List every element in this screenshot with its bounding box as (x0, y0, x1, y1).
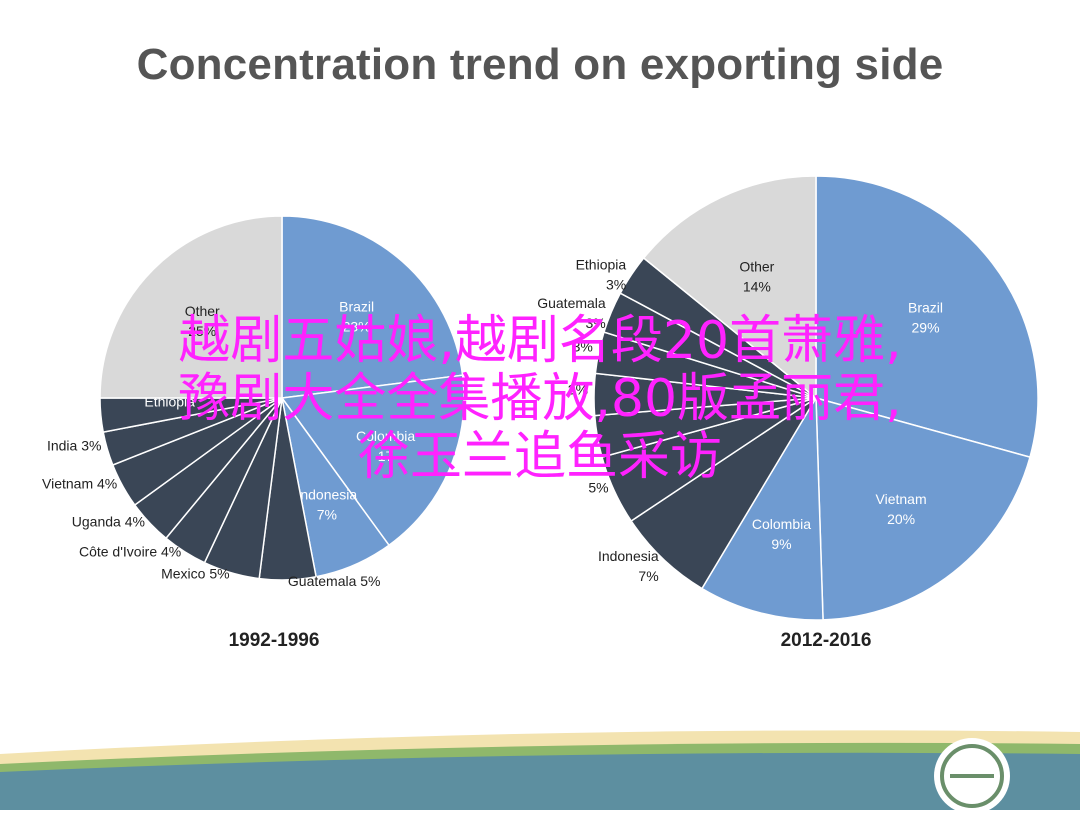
slice-vietnam (815, 397, 1031, 621)
slice-label-india: India 3% (47, 437, 101, 453)
slice-label-other: Other 14% (739, 259, 774, 295)
slice-colombia (280, 374, 465, 547)
slice-other (642, 175, 817, 400)
slice-label-c-te-d-ivoire: Côte d'Ivoire 4% (79, 544, 181, 560)
pie-chart-1992-1996: Brazil 23% Colombia 17 Indonesia 7% Guatemala … (42, 215, 465, 589)
slice-label-guatemala: Guatemala 3% (537, 295, 606, 331)
slice-other (99, 215, 283, 399)
slice-label-slice-7: 3% (573, 338, 593, 354)
slice-label-vietnam: Vietnam 4% (42, 476, 117, 492)
footer-wave-blue (0, 752, 1080, 810)
slice-label-other: Other 25% (185, 303, 220, 339)
slice-label-brazil: Brazil 23% (339, 298, 374, 334)
slice-label-colombia: Colombia 17 (356, 428, 415, 464)
slice-label-slice-6: 3% (568, 381, 588, 397)
slice-label-guatemala: Guatemala 5% (288, 573, 381, 589)
slice-label-vietnam: Vietnam 20% (876, 491, 927, 527)
overlay-line-2: 豫剧大全全集播放,80版孟丽君, (178, 370, 902, 428)
overlay-line-1: 越剧五姑娘,越剧名段20首萧雅, (178, 312, 902, 370)
slice-label-indonesia: Indonesia 7% (296, 487, 357, 523)
slice-label-brazil: Brazil 29% (908, 300, 943, 336)
slice-brazil (281, 215, 464, 399)
footer-band (0, 730, 1080, 810)
logo-icon (934, 738, 1010, 814)
slice-label-slice-4: 5% (588, 480, 608, 496)
pie-chart-2012-2016: Brazil 29% Vietnam 20% Colombia 9% Indonesia 7%… (537, 175, 1039, 621)
overlay-line-3: 徐玉兰追鱼采访 (357, 428, 722, 486)
slice-colombia (700, 395, 824, 621)
overlay-text: 越剧五姑娘,越剧名段20首萧雅, 豫剧大全全集播放,80版孟丽君, 徐玉兰追鱼采… (0, 312, 1080, 486)
slice-label-indonesia: Indonesia 7% (598, 548, 659, 584)
chart-title-2012-2016: 2012-2016 (781, 630, 872, 651)
slide-title: Concentration trend on exporting side (136, 40, 944, 89)
slice-label-ethiopia: Ethiopia 3% (576, 257, 627, 293)
slice-label-colombia: Colombia 9% (752, 516, 811, 552)
slice-label-mexico: Mexico 5% (161, 566, 229, 582)
slice-label-uganda: Uganda 4% (72, 514, 145, 530)
slice-brazil (815, 175, 1039, 459)
chart-title-1992-1996: 1992-1996 (229, 630, 320, 651)
